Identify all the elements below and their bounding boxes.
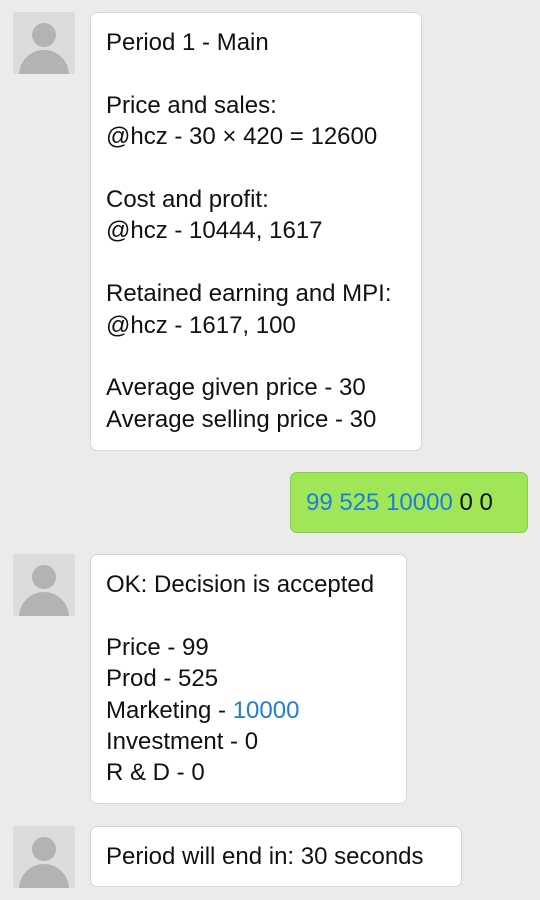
avatar-body-shape xyxy=(19,592,69,616)
message-line: Average given price - 30 xyxy=(106,374,366,402)
avatar-head-shape xyxy=(32,565,56,589)
avatar-head-shape xyxy=(32,837,56,861)
marketing-label: Marketing - xyxy=(106,696,233,724)
message-line: OK: Decision is accepted xyxy=(106,571,375,598)
message-line-spacer xyxy=(106,153,407,184)
incoming-message-bubble[interactable]: OK: Decision is accepted Price - 99 Prod… xyxy=(90,554,407,804)
sender-avatar-icon[interactable] xyxy=(13,554,75,616)
message-line: Price - 99 xyxy=(106,633,209,661)
message-line: Period will end in: 30 seconds xyxy=(106,843,424,870)
message-line: Investment - 0 xyxy=(106,727,259,755)
message-line: Cost and profit: xyxy=(106,185,269,213)
avatar-body-shape xyxy=(19,50,69,74)
sender-avatar-icon[interactable] xyxy=(13,12,75,74)
avatar-body-shape xyxy=(19,864,69,888)
message-line: Prod - 525 xyxy=(106,665,219,693)
message-line: @hcz - 10444, 1617 xyxy=(106,217,323,245)
message-line: @hcz - 30 × 420 = 12600 xyxy=(106,123,378,151)
message-line: Average selling price - 30 xyxy=(106,405,377,433)
incoming-message-bubble[interactable]: Period will end in: 30 seconds xyxy=(90,826,462,887)
avatar-head-shape xyxy=(32,23,56,47)
incoming-message-bubble[interactable]: Period 1 - Main Price and sales: @hcz - … xyxy=(90,12,422,451)
message-line: Retained earning and MPI: xyxy=(106,280,392,308)
message-link[interactable]: 99 525 10000 xyxy=(306,489,453,516)
message-line: Price and sales: xyxy=(106,91,277,119)
message-line-spacer xyxy=(106,58,407,89)
message-text: 0 0 xyxy=(452,489,493,516)
outgoing-message-bubble[interactable]: 99 525 10000 0 0 xyxy=(290,472,528,533)
message-line-marketing: Marketing - 10000 xyxy=(106,695,392,726)
message-line: R & D - 0 xyxy=(106,759,205,787)
message-line-spacer xyxy=(106,600,392,631)
message-line: @hcz - 1617, 100 xyxy=(106,311,296,339)
message-line-spacer xyxy=(106,341,407,372)
message-line-spacer xyxy=(106,247,407,278)
marketing-value-link[interactable]: 10000 xyxy=(232,696,300,724)
sender-avatar-icon[interactable] xyxy=(13,826,75,888)
message-line: Period 1 - Main xyxy=(106,29,269,56)
